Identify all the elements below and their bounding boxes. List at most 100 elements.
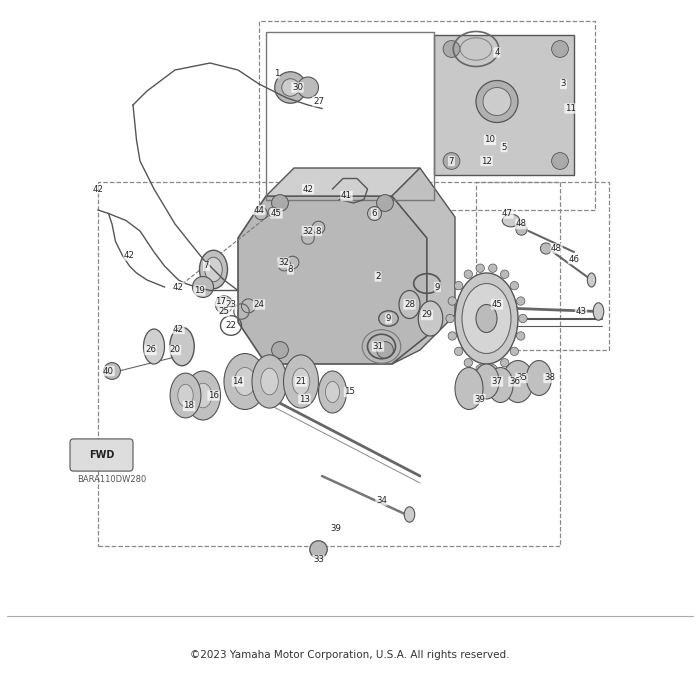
Circle shape	[500, 270, 509, 279]
Circle shape	[552, 153, 568, 169]
Text: 34: 34	[376, 496, 387, 505]
Bar	[476, 182, 609, 350]
Text: 14: 14	[232, 377, 244, 386]
Text: 30: 30	[292, 83, 303, 92]
Text: 21: 21	[295, 377, 307, 386]
Ellipse shape	[526, 360, 552, 395]
Ellipse shape	[419, 301, 442, 336]
Circle shape	[500, 358, 509, 367]
Ellipse shape	[199, 251, 228, 288]
Polygon shape	[434, 35, 574, 175]
Ellipse shape	[455, 368, 483, 409]
Ellipse shape	[483, 88, 511, 116]
Circle shape	[464, 270, 473, 279]
Text: 10: 10	[484, 136, 496, 144]
Text: 9: 9	[386, 314, 391, 323]
Text: 3: 3	[561, 80, 566, 88]
Ellipse shape	[195, 384, 211, 407]
Ellipse shape	[186, 371, 220, 420]
Ellipse shape	[476, 80, 518, 122]
Text: 20: 20	[169, 346, 181, 354]
FancyBboxPatch shape	[70, 439, 133, 471]
Text: 1: 1	[274, 69, 279, 78]
Ellipse shape	[284, 355, 318, 408]
Text: 26: 26	[145, 346, 156, 354]
Text: 32: 32	[278, 258, 289, 267]
Ellipse shape	[169, 328, 195, 365]
Ellipse shape	[234, 368, 255, 395]
Polygon shape	[238, 196, 427, 364]
Text: 38: 38	[544, 374, 555, 382]
Ellipse shape	[260, 368, 279, 395]
Text: 7: 7	[449, 157, 454, 165]
Text: 11: 11	[565, 104, 576, 113]
Circle shape	[312, 221, 325, 234]
Text: 8: 8	[316, 227, 321, 235]
Circle shape	[272, 195, 288, 211]
Text: 29: 29	[421, 311, 433, 319]
Circle shape	[268, 207, 278, 217]
Text: 36: 36	[509, 377, 520, 386]
Text: 40: 40	[103, 367, 114, 375]
Circle shape	[454, 347, 463, 356]
Circle shape	[454, 281, 463, 290]
Ellipse shape	[274, 72, 307, 103]
Ellipse shape	[318, 371, 346, 413]
Text: 23: 23	[225, 300, 237, 309]
Ellipse shape	[204, 258, 223, 281]
Circle shape	[476, 264, 484, 272]
Ellipse shape	[405, 507, 414, 522]
Text: 42: 42	[124, 251, 135, 260]
Circle shape	[446, 314, 454, 323]
Polygon shape	[266, 168, 420, 196]
Text: 28: 28	[404, 300, 415, 309]
Text: 43: 43	[575, 307, 587, 316]
Circle shape	[519, 314, 527, 323]
Ellipse shape	[503, 214, 519, 227]
Bar	[266, 32, 434, 200]
Text: 32: 32	[302, 227, 314, 235]
Text: 33: 33	[313, 556, 324, 564]
Text: 12: 12	[481, 157, 492, 165]
Ellipse shape	[455, 273, 518, 364]
Circle shape	[368, 206, 382, 220]
Text: 19: 19	[194, 286, 205, 295]
Ellipse shape	[241, 299, 255, 313]
Circle shape	[443, 41, 460, 57]
Text: 16: 16	[208, 391, 219, 400]
Text: 15: 15	[344, 388, 356, 396]
Text: 37: 37	[491, 377, 503, 386]
Ellipse shape	[476, 304, 497, 332]
Ellipse shape	[462, 284, 511, 354]
Text: 39: 39	[330, 524, 342, 533]
Text: 35: 35	[516, 374, 527, 382]
Text: 45: 45	[491, 300, 503, 309]
Circle shape	[377, 195, 393, 211]
Text: 24: 24	[253, 300, 265, 309]
Text: FWD: FWD	[89, 450, 114, 460]
Circle shape	[286, 256, 299, 269]
Circle shape	[464, 358, 473, 367]
Text: 2: 2	[375, 272, 381, 281]
Circle shape	[510, 281, 519, 290]
Text: 27: 27	[313, 97, 324, 106]
Text: 45: 45	[271, 209, 282, 218]
Circle shape	[377, 342, 393, 358]
Ellipse shape	[224, 354, 266, 410]
Ellipse shape	[309, 540, 328, 559]
Text: 9: 9	[435, 283, 440, 291]
Polygon shape	[392, 168, 455, 364]
Ellipse shape	[281, 79, 300, 96]
Ellipse shape	[594, 302, 603, 321]
Ellipse shape	[587, 273, 596, 287]
Circle shape	[510, 347, 519, 356]
Text: 2: 2	[375, 272, 381, 281]
Ellipse shape	[178, 384, 193, 407]
Bar	[98, 182, 560, 546]
Circle shape	[104, 363, 120, 379]
Ellipse shape	[503, 360, 533, 402]
Circle shape	[443, 153, 460, 169]
Circle shape	[489, 365, 497, 373]
Text: 46: 46	[568, 255, 580, 263]
Circle shape	[448, 297, 456, 305]
